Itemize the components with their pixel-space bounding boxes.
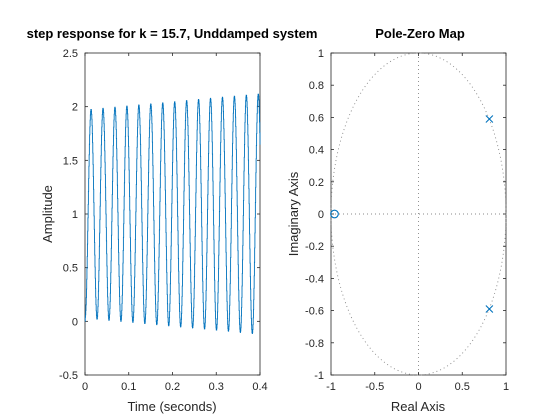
x-tick-label: 0.2 [165, 381, 180, 393]
step-ylabel: Amplitude [40, 185, 55, 243]
x-tick-label: 0.4 [252, 381, 267, 393]
y-tick-label: 0 [72, 316, 78, 328]
y-tick-label: 1.5 [63, 155, 78, 167]
pz-xlabel: Real Axis [391, 399, 446, 414]
y-tick-label: -0.4 [305, 273, 324, 285]
y-tick-label: 1 [72, 209, 78, 221]
y-tick-label: -0.2 [305, 241, 324, 253]
step-ticks: 0 0.1 0.2 0.3 0.4 -0.5 0 0.5 1 1.5 2 2.5 [59, 48, 268, 393]
step-series [84, 93, 261, 334]
x-tick-label: 0.3 [209, 381, 224, 393]
x-tick-label: 0 [415, 381, 421, 393]
step-response-line [84, 93, 261, 334]
zero-marker [330, 209, 339, 219]
step-response-chart: step response for k = 15.7, Unddamped sy… [27, 26, 318, 414]
x-tick-label: -1 [326, 381, 336, 393]
y-tick-label: 2.5 [63, 48, 78, 60]
y-tick-label: 0.5 [63, 263, 78, 275]
x-tick-label: 0 [82, 381, 88, 393]
y-tick-label: 0.4 [309, 145, 324, 157]
y-tick-label: -0.8 [305, 338, 324, 350]
pole-zero-chart: Pole-Zero Map -1 -0.5 0 0.5 1-1-0.8-0.6-0.4-… [286, 26, 509, 414]
pole-marker [485, 305, 494, 313]
pole-marker [485, 115, 494, 123]
y-tick-label: 2 [72, 102, 78, 114]
pz-ticks: -1 -0.5 0 0.5 1 -1 -0.8 -0.6 -0.4 -0.2 0 0.2 0.4 0.6 0… [305, 48, 509, 393]
y-tick-label: -1 [314, 370, 324, 382]
y-tick-label: 0.2 [309, 177, 324, 189]
pz-ylabel: Imaginary Axis [286, 171, 301, 256]
step-plot-area [84, 52, 261, 376]
x-tick-label: 0.5 [455, 381, 470, 393]
step-chart-title: step response for k = 15.7, Unddamped sy… [27, 26, 318, 41]
y-tick-label: -0.5 [59, 370, 78, 382]
x-tick-label: 0.1 [121, 381, 136, 393]
step-xlabel: Time (seconds) [127, 399, 216, 414]
x-tick-label: 1 [503, 381, 509, 393]
y-tick-label: 0.6 [309, 112, 324, 124]
pz-chart-title: Pole-Zero Map [375, 26, 465, 41]
y-tick-label: 0.8 [309, 80, 324, 92]
y-tick-label: -0.6 [305, 306, 324, 318]
pz-markers [330, 115, 494, 313]
x-tick-label: -0.5 [365, 381, 384, 393]
y-tick-label: 0 [318, 209, 324, 221]
y-tick-label: 1 [318, 48, 324, 60]
